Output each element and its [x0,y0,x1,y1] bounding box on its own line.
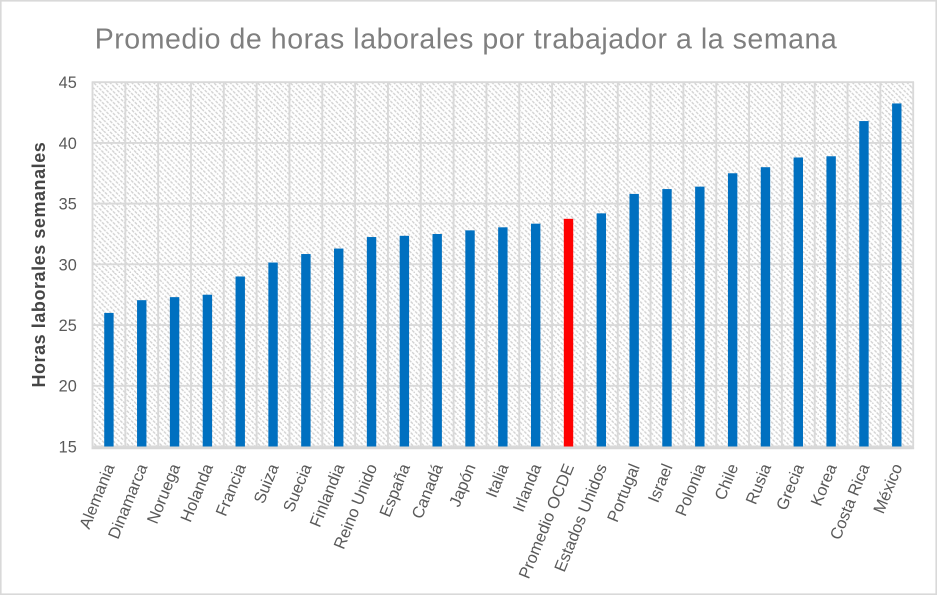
svg-text:25: 25 [59,317,77,335]
svg-text:30: 30 [59,256,77,274]
svg-text:Horas laborales semanales: Horas laborales semanales [29,142,49,388]
svg-text:40: 40 [59,135,77,153]
svg-text:20: 20 [59,378,77,396]
svg-text:45: 45 [59,74,77,92]
svg-text:35: 35 [59,196,77,214]
svg-text:15: 15 [59,438,77,456]
svg-text:Promedio de horas laborales po: Promedio de horas laborales por trabajad… [95,24,838,56]
